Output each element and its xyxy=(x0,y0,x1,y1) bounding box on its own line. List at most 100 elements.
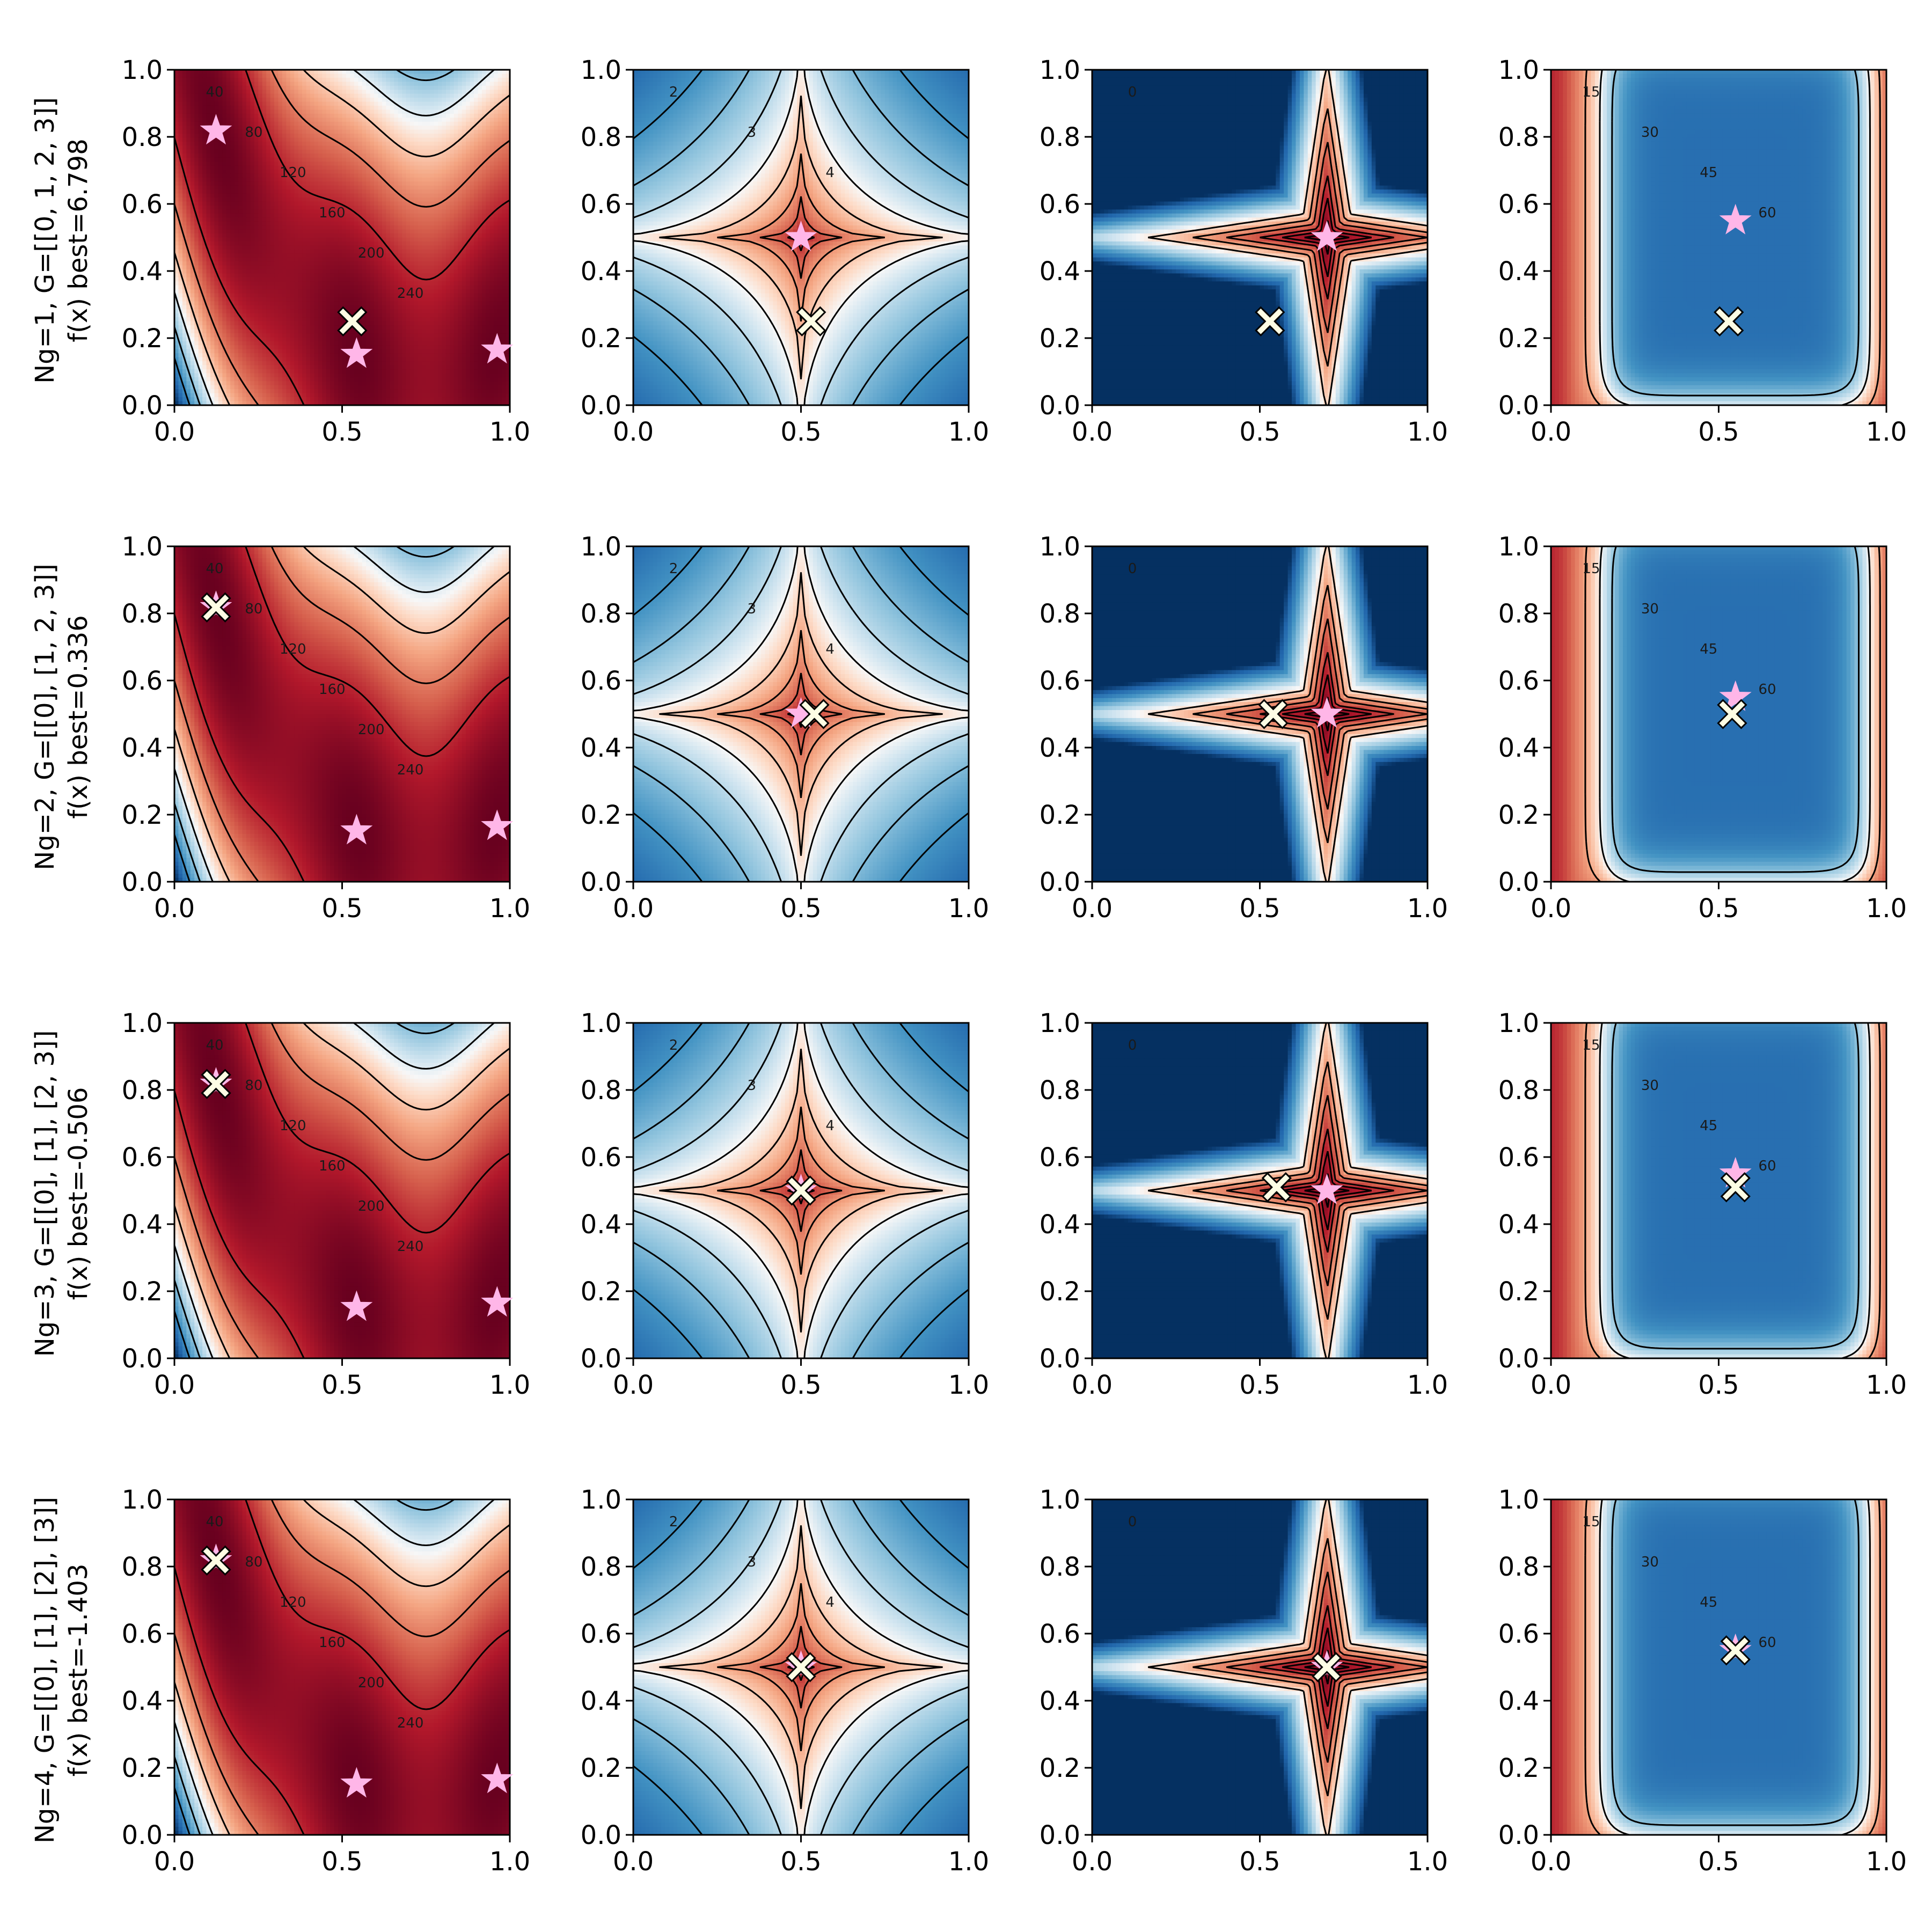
heatmap-cell xyxy=(194,173,199,178)
heatmap-cell xyxy=(250,286,254,290)
heatmap-cell xyxy=(314,173,318,178)
heatmap-cell xyxy=(199,106,203,110)
heatmap-cell xyxy=(486,230,490,234)
heatmap-cell xyxy=(202,118,207,122)
heatmap-cell xyxy=(346,78,350,82)
heatmap-cell xyxy=(218,78,223,82)
heatmap-cell xyxy=(498,166,502,170)
heatmap-cell xyxy=(374,142,378,146)
heatmap-cell xyxy=(370,217,375,222)
heatmap-cell xyxy=(254,145,259,150)
heatmap-cell xyxy=(414,238,418,242)
heatmap-cell xyxy=(406,137,411,142)
heatmap-cell xyxy=(406,78,411,82)
heatmap-cell xyxy=(474,269,478,274)
heatmap-cell xyxy=(498,230,502,234)
heatmap-cell xyxy=(326,258,331,262)
heatmap-cell xyxy=(270,162,275,166)
heatmap-cell xyxy=(502,197,506,202)
heatmap-cell xyxy=(378,186,382,190)
heatmap-cell xyxy=(314,109,318,114)
heatmap-cell xyxy=(358,225,362,230)
heatmap-cell xyxy=(342,109,347,114)
heatmap-cell xyxy=(302,150,306,154)
heatmap-cell xyxy=(238,86,243,90)
heatmap-cell xyxy=(266,202,270,206)
heatmap-cell xyxy=(278,266,282,270)
heatmap-cell xyxy=(191,189,195,194)
heatmap-cell xyxy=(470,162,474,166)
heatmap-cell xyxy=(314,230,318,234)
heatmap-cell xyxy=(394,106,398,110)
heatmap-cell xyxy=(298,142,303,146)
heatmap-cell xyxy=(298,137,303,142)
heatmap-cell xyxy=(494,162,498,166)
heatmap-cell xyxy=(382,145,386,150)
heatmap-cell xyxy=(218,197,223,202)
heatmap-cell xyxy=(278,122,282,126)
heatmap-cell xyxy=(314,145,318,150)
heatmap-cell xyxy=(494,258,498,262)
heatmap-cell xyxy=(350,289,354,294)
heatmap-cell xyxy=(210,109,215,114)
heatmap-cell xyxy=(394,245,398,250)
heatmap-cell xyxy=(282,150,287,154)
heatmap-cell xyxy=(358,162,362,166)
heatmap-cell xyxy=(486,82,490,86)
heatmap-cell xyxy=(494,90,498,94)
heatmap-cell xyxy=(414,173,418,178)
heatmap-cell xyxy=(182,74,187,78)
heatmap-cell xyxy=(270,189,275,194)
heatmap-cell xyxy=(454,202,458,206)
heatmap-cell xyxy=(482,102,486,106)
heatmap-cell xyxy=(470,145,474,150)
heatmap-cell xyxy=(342,153,347,158)
heatmap-cell xyxy=(294,118,298,122)
heatmap-cell xyxy=(222,241,226,246)
heatmap-cell xyxy=(306,297,311,302)
heatmap-cell xyxy=(442,289,447,294)
heatmap-cell xyxy=(498,114,502,118)
heatmap-cell xyxy=(418,106,422,110)
heatmap-cell xyxy=(386,241,390,246)
heatmap-cell xyxy=(390,206,394,210)
heatmap-cell xyxy=(262,241,267,246)
heatmap-cell xyxy=(262,214,267,218)
heatmap-cell xyxy=(430,189,434,194)
heatmap-cell xyxy=(250,166,254,170)
heatmap-cell xyxy=(466,253,470,258)
heatmap-cell xyxy=(414,102,418,106)
heatmap-cell xyxy=(254,206,259,210)
heatmap-cell xyxy=(282,245,287,250)
heatmap-cell xyxy=(214,78,218,82)
heatmap-cell xyxy=(314,214,318,218)
heatmap-cell xyxy=(430,134,434,138)
heatmap-cell xyxy=(358,230,362,234)
heatmap-cell xyxy=(406,102,411,106)
heatmap-cell xyxy=(502,134,506,138)
heatmap-cell xyxy=(270,269,275,274)
heatmap-cell xyxy=(210,145,215,150)
heatmap-cell xyxy=(242,178,246,182)
heatmap-cell xyxy=(414,90,418,94)
heatmap-cell xyxy=(334,230,339,234)
heatmap-cell xyxy=(466,170,470,174)
heatmap-cell xyxy=(430,266,434,270)
heatmap-cell xyxy=(486,297,490,302)
heatmap-cell xyxy=(286,302,290,306)
heatmap-cell xyxy=(222,294,226,298)
heatmap-cell xyxy=(402,277,406,282)
heatmap-cell xyxy=(222,194,226,198)
heatmap-cell xyxy=(458,222,462,226)
heatmap-cell xyxy=(230,273,235,277)
heatmap-cell xyxy=(394,206,398,210)
heatmap-cell xyxy=(438,289,442,294)
heatmap-cell xyxy=(438,194,442,198)
heatmap-cell xyxy=(378,297,382,302)
heatmap-cell xyxy=(490,86,494,90)
heatmap-cell xyxy=(346,118,350,122)
heatmap-cell xyxy=(326,150,331,154)
heatmap-cell xyxy=(374,261,378,266)
heatmap-cell xyxy=(462,142,466,146)
heatmap-cell xyxy=(226,98,231,102)
